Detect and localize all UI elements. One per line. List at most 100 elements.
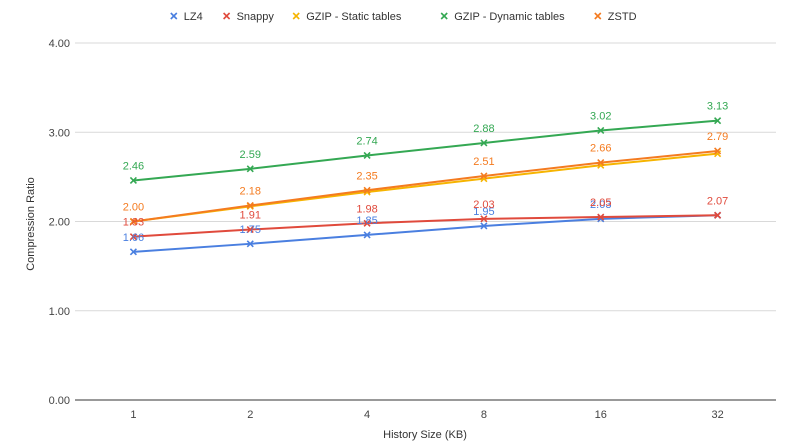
data-point-marker — [246, 165, 254, 173]
data-label: 3.02 — [590, 110, 611, 122]
y-axis-ticks: 0.00 1.00 2.00 3.00 4.00 — [49, 38, 70, 407]
marker-stroke — [480, 172, 488, 180]
x-tick-label: 1 — [130, 409, 136, 421]
data-label: 2.74 — [356, 135, 377, 147]
data-label: 1.75 — [240, 224, 261, 236]
data-label: 2.00 — [123, 202, 144, 214]
series-line — [133, 149, 718, 223]
legend-x-icon — [292, 12, 300, 20]
x-axis-title: History Size (KB) — [383, 429, 467, 441]
data-point-marker — [480, 215, 488, 223]
legend-x-icon — [170, 12, 178, 20]
data-point-marker — [363, 219, 371, 227]
legend-label: Snappy — [237, 11, 275, 23]
data-point-marker — [480, 139, 488, 147]
series-gzip-static-tables — [129, 150, 722, 226]
y-tick-label: 2.00 — [49, 217, 70, 229]
series-line — [133, 214, 718, 238]
legend-label: GZIP - Static tables — [306, 11, 402, 23]
data-point-marker — [714, 147, 722, 155]
marker-stroke — [246, 240, 254, 248]
data-label: 1.66 — [123, 232, 144, 244]
marker-stroke — [363, 231, 371, 239]
data-label: 2.18 — [240, 185, 261, 197]
legend-item-gzip-static-tables: GZIP - Static tables — [292, 11, 402, 23]
marker-stroke — [714, 150, 722, 158]
data-label: 2.03 — [473, 199, 494, 211]
x-axis-ticks: 1 2 4 8 16 32 — [130, 409, 723, 421]
data-point-marker — [363, 186, 371, 194]
legend-x-icon — [440, 12, 448, 20]
series-snappy — [129, 211, 722, 241]
x-tick-label: 32 — [711, 409, 723, 421]
marker-stroke — [363, 186, 371, 194]
data-point-marker — [597, 126, 605, 135]
legend-item-zstd: ZSTD — [594, 11, 637, 23]
legend-label: ZSTD — [608, 11, 637, 23]
data-label: 2.35 — [356, 170, 377, 182]
data-label: 2.79 — [707, 131, 728, 143]
data-label: 1.98 — [356, 203, 377, 215]
data-label: 2.66 — [590, 143, 611, 155]
data-point-marker — [129, 248, 137, 256]
data-point-marker — [129, 176, 137, 185]
data-point-marker — [129, 217, 137, 226]
data-point-marker — [714, 117, 722, 125]
legend-item-snappy: Snappy — [223, 11, 275, 23]
data-point-marker — [363, 151, 371, 160]
data-point-marker — [597, 159, 605, 167]
marker-stroke — [480, 222, 488, 230]
data-point-marker — [597, 213, 605, 221]
y-tick-label: 3.00 — [49, 127, 70, 139]
legend-item-lz4: LZ4 — [170, 11, 203, 23]
marker-stroke — [246, 165, 254, 173]
legend-item-gzip-dynamic-tables: GZIP - Dynamic tables — [440, 11, 565, 23]
data-point-marker — [246, 225, 254, 234]
data-label: 1.85 — [356, 215, 377, 227]
x-tick-label: 2 — [247, 409, 253, 421]
data-point-marker — [129, 233, 137, 241]
marker-stroke — [714, 147, 722, 155]
data-point-marker — [480, 222, 488, 230]
marker-stroke — [480, 139, 488, 147]
marker-stroke — [129, 233, 137, 241]
legend-x-icon — [594, 12, 602, 20]
y-tick-label: 0.00 — [49, 395, 70, 407]
series-line — [133, 214, 718, 253]
data-label: 1.95 — [473, 206, 494, 218]
data-point-marker — [363, 231, 371, 239]
marker-stroke — [129, 176, 137, 185]
marker-stroke — [363, 151, 371, 160]
data-label: 2.07 — [707, 195, 728, 207]
data-label: 2.05 — [590, 197, 611, 209]
marker-stroke — [246, 201, 254, 210]
series-line — [133, 119, 718, 182]
series-zstd — [129, 147, 722, 226]
marker-stroke — [480, 215, 488, 223]
series-layer — [129, 117, 722, 256]
marker-stroke — [363, 219, 371, 227]
x-tick-label: 8 — [481, 409, 487, 421]
legend-label: GZIP - Dynamic tables — [454, 11, 565, 23]
marker-stroke — [597, 213, 605, 221]
data-point-marker — [480, 172, 488, 180]
legend-label: LZ4 — [184, 11, 203, 23]
y-tick-label: 1.00 — [49, 306, 70, 318]
data-point-marker — [246, 201, 254, 210]
series-lz4 — [129, 211, 722, 256]
marker-stroke — [714, 117, 722, 125]
data-point-marker — [714, 211, 722, 219]
data-label-layer: 1.661.751.851.952.031.831.911.98 2.03 2.05… — [123, 101, 729, 244]
marker-stroke — [597, 159, 605, 167]
y-axis-title: Compression Ratio — [25, 177, 37, 271]
data-label: 1.91 — [240, 210, 261, 222]
legend-x-icon — [223, 12, 231, 20]
series-line — [133, 152, 718, 223]
marker-stroke — [597, 126, 605, 135]
marker-stroke — [714, 211, 722, 219]
legend: LZ4 Snappy GZIP - Static tables GZIP - Dyna… — [170, 11, 637, 23]
data-point-marker — [246, 240, 254, 248]
x-tick-label: 16 — [595, 409, 607, 421]
data-label: 2.59 — [240, 149, 261, 161]
